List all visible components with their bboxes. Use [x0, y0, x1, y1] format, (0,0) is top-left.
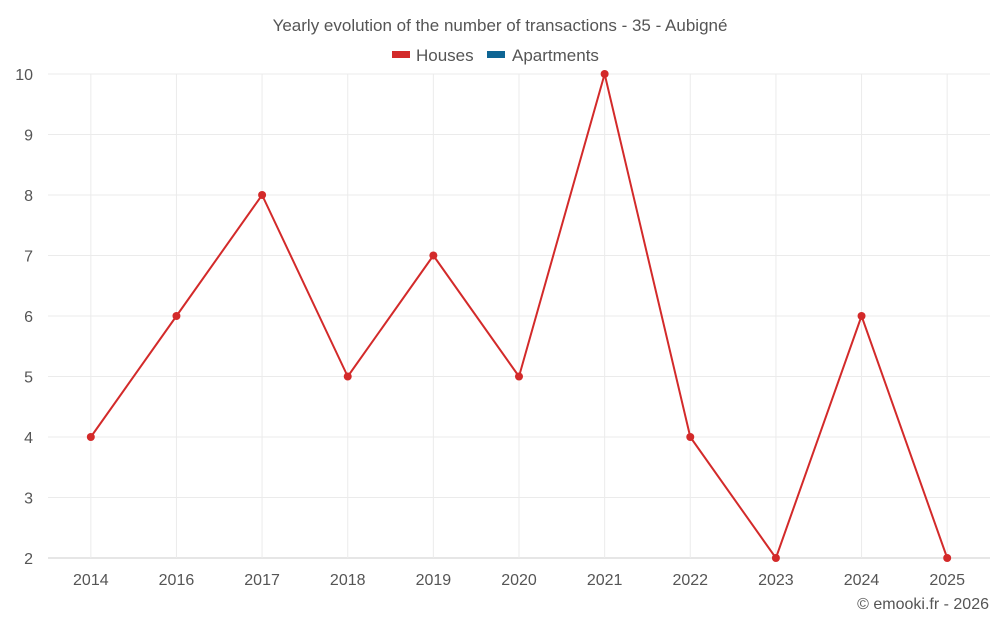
credit-text: © emooki.fr - 2026 — [857, 596, 989, 613]
legend-label-houses: Houses — [416, 46, 474, 65]
data-point-houses[interactable] — [771, 554, 780, 562]
x-tick-label: 2024 — [844, 572, 880, 589]
y-tick-label: 4 — [24, 430, 33, 447]
legend-item-houses[interactable]: Houses — [392, 46, 474, 65]
y-tick-label: 7 — [24, 249, 33, 266]
data-point-houses[interactable] — [857, 312, 866, 320]
x-tick-label: 2020 — [501, 572, 537, 589]
x-tick-label: 2019 — [416, 572, 452, 589]
legend: Houses Apartments — [392, 46, 599, 65]
data-point-houses[interactable] — [515, 372, 523, 381]
x-tick-label: 2014 — [73, 572, 109, 589]
y-tick-label: 10 — [15, 67, 33, 84]
grid — [48, 73, 990, 559]
data-point-houses[interactable] — [172, 312, 181, 320]
data-point-houses[interactable] — [429, 251, 438, 260]
x-tick-label: 2021 — [587, 572, 623, 589]
chart-title: Yearly evolution of the number of transa… — [273, 16, 728, 35]
data-point-houses[interactable] — [343, 372, 352, 381]
x-tick-label: 2025 — [929, 572, 965, 589]
legend-swatch-apartments — [487, 51, 505, 58]
y-tick-label: 8 — [24, 188, 33, 205]
x-tick-label: 2017 — [244, 572, 280, 589]
y-tick-label: 3 — [24, 491, 33, 508]
x-tick-label: 2023 — [758, 572, 794, 589]
legend-label-apartments: Apartments — [512, 46, 599, 65]
x-tick-label: 2022 — [672, 572, 708, 589]
x-axis-ticks: 2014 2016 2017 2018 2019 2020 2021 2022 2023 2024… — [73, 572, 965, 589]
y-tick-label: 6 — [24, 309, 33, 326]
data-point-houses[interactable] — [600, 70, 609, 78]
y-axis-ticks: 2 3 4 5 6 7 8 9 10 — [15, 67, 33, 568]
x-tick-label: 2018 — [330, 572, 366, 589]
data-point-houses[interactable] — [258, 191, 267, 199]
series — [86, 70, 952, 562]
y-tick-label: 2 — [24, 551, 33, 568]
data-point-houses[interactable] — [86, 433, 95, 441]
y-tick-label: 9 — [24, 128, 33, 145]
legend-swatch-houses — [392, 51, 410, 58]
x-tick-label: 2016 — [159, 572, 195, 589]
data-point-houses[interactable] — [686, 433, 695, 441]
y-tick-label: 5 — [24, 370, 33, 387]
legend-item-apartments[interactable]: Apartments — [487, 46, 599, 65]
data-point-houses[interactable] — [943, 554, 952, 562]
